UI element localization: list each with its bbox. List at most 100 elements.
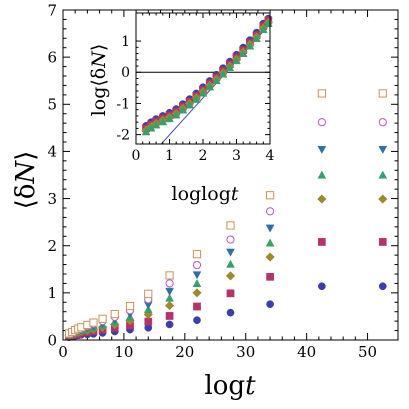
y-tick-label: 1 [47,284,57,302]
inset-y-axis-title-text: log⟨δ [88,68,110,117]
data-point-filled-triangle-up [205,82,215,91]
data-point-filled-square [193,302,201,311]
x-axis-title: logt [204,371,256,401]
data-point-filled-triangle-up [212,76,221,85]
x-tick-label: 4 [266,148,275,164]
data-point-open-circle [378,118,387,127]
data-point-open-square [165,271,174,280]
data-point-open-circle [317,118,326,127]
data-point-filled-square [165,312,174,320]
x-axis-title-var: t [245,371,256,401]
y-tick-label: 5 [47,96,57,114]
data-point-filled-triangle-up [317,170,327,179]
data-point-filled-circle [226,308,235,317]
data-point-filled-triangle-up [171,110,181,119]
data-point-open-circle [165,279,174,288]
data-point-filled-square [226,289,235,298]
x-tick-label: 0 [58,343,68,361]
data-point-filled-triangle-up [225,63,235,72]
y-tick-label: 6 [47,48,57,66]
data-point-filled-triangle-up [191,94,201,103]
y-tick-label: -2 [116,128,130,144]
data-point-open-square [378,89,387,98]
x-tick-label: 3 [232,148,241,164]
data-point-filled-triangle-up [198,88,208,97]
data-point-filled-triangle-up [258,25,268,33]
data-point-filled-triangle-down [265,224,275,233]
data-point-filled-triangle-up [178,105,188,114]
data-point-filled-triangle-down [226,248,235,257]
data-point-open-circle [265,207,275,216]
data-point-filled-circle [378,282,387,291]
inset-x-axis-title: loglogt [172,183,239,205]
y-tick-label: 0 [121,65,130,81]
data-point-open-square [98,314,107,323]
data-point-open-circle [226,235,235,244]
data-point-filled-diamond [317,194,327,204]
inset-x-axis-title-text: loglog [172,183,231,205]
series-open-square [64,89,387,338]
data-point-open-square [110,309,119,319]
data-point-filled-triangle-up [151,120,161,129]
data-point-filled-triangle-down [317,145,327,154]
data-point-filled-triangle-up [232,56,241,65]
data-point-filled-triangle-up [226,259,235,268]
x-axis-title-text: log [204,371,245,401]
data-point-open-square [265,191,275,200]
data-point-filled-triangle-up [165,293,174,302]
data-point-filled-diamond [225,271,236,281]
y-tick-label: 7 [47,1,57,19]
y-axis-title-text: ⟨δ [11,184,41,210]
y-tick-label: 3 [47,190,57,208]
data-point-open-circle [192,260,202,270]
x-tick-label: 2 [199,148,208,164]
data-point-filled-diamond [378,194,388,204]
data-point-filled-triangle-up [192,279,202,288]
y-tick-label: -1 [116,96,130,112]
y-tick-label: 0 [47,331,57,349]
data-point-filled-circle [193,316,201,325]
data-point-open-square [192,250,202,259]
y-tick-label: 1 [121,34,130,50]
data-point-filled-triangle-up [378,170,388,179]
x-tick-label: 1 [165,148,174,164]
data-point-filled-triangle-up [265,238,275,247]
data-point-filled-circle [165,320,174,329]
data-point-filled-triangle-up [158,117,168,126]
inset-plot: 0 1 2 3 4 -2 -1 0 1 loglogt log⟨δN⟩ [88,12,275,205]
data-point-filled-triangle-down [192,271,202,280]
y-axis-title-close: ⟩ [11,151,41,161]
series-filled-triangle-up [141,19,273,136]
data-point-filled-triangle-up [245,41,255,50]
data-point-filled-square [318,238,326,246]
data-point-filled-square [266,272,274,281]
data-point-filled-triangle-up [252,34,261,43]
data-point-filled-diamond [192,288,202,298]
x-tick-label: 30 [236,343,255,361]
x-tick-label: 0 [132,148,141,164]
data-point-filled-triangle-down [165,287,174,296]
data-point-open-square [226,221,235,230]
data-point-open-square [89,318,98,327]
inset-y-axis-title: log⟨δN⟩ [88,44,110,117]
x-tick-label: 20 [175,343,194,361]
data-point-filled-square [378,238,387,246]
data-point-open-square [125,301,135,311]
data-point-filled-triangle-down [378,145,388,154]
data-point-filled-circle [266,300,274,309]
plot-frame [62,9,399,341]
x-tick-label: 50 [358,343,377,361]
data-point-filled-triangle-up [238,49,248,57]
inset-x-axis-title-var: t [231,183,239,205]
x-tick-label: 10 [114,343,133,361]
inset-y-axis-title-var: N [88,50,110,69]
data-point-filled-diamond [164,300,175,311]
data-point-open-square [317,89,326,98]
y-axis-title-var: N [11,160,41,185]
data-point-filled-triangle-up [218,69,228,78]
y-tick-label: 4 [47,143,57,161]
y-axis-title: ⟨δN⟩ [11,151,41,210]
plot-frame [135,12,271,145]
data-point-filled-circle [318,282,326,291]
